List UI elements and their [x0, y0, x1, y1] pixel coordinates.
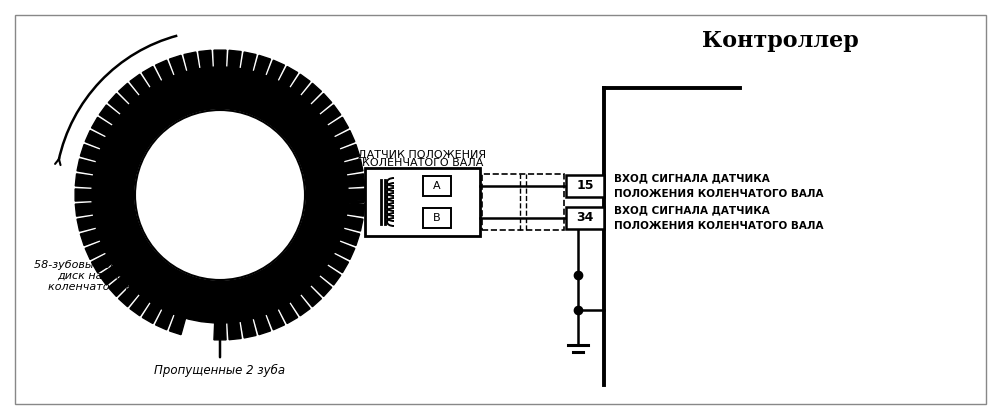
Polygon shape [155, 310, 173, 330]
Polygon shape [169, 55, 185, 75]
Polygon shape [340, 230, 359, 246]
Bar [365, 168, 480, 236]
Polygon shape [169, 315, 185, 335]
Polygon shape [80, 145, 100, 160]
Polygon shape [108, 93, 128, 114]
Polygon shape [130, 295, 149, 316]
Polygon shape [99, 266, 120, 285]
Polygon shape [142, 303, 161, 323]
Polygon shape [75, 203, 93, 216]
Polygon shape [346, 203, 364, 216]
Polygon shape [254, 315, 270, 335]
Circle shape [135, 110, 305, 280]
Polygon shape [279, 67, 297, 87]
Polygon shape [75, 189, 92, 201]
Polygon shape [267, 310, 284, 330]
Polygon shape [334, 242, 354, 259]
Polygon shape [291, 295, 310, 316]
Text: коленчатого вала: коленчатого вала [47, 282, 152, 292]
Polygon shape [334, 131, 354, 148]
Polygon shape [344, 216, 363, 231]
Polygon shape [199, 50, 212, 68]
Text: ДАТЧИК ПОЛОЖЕНИЯ: ДАТЧИК ПОЛОЖЕНИЯ [358, 150, 486, 160]
Polygon shape [99, 105, 120, 124]
Polygon shape [228, 50, 241, 68]
Polygon shape [77, 159, 96, 173]
Text: ПОЛОЖЕНИЯ КОЛЕНЧАТОГО ВАЛА: ПОЛОЖЕНИЯ КОЛЕНЧАТОГО ВАЛА [614, 221, 824, 231]
Polygon shape [311, 93, 331, 114]
Polygon shape [241, 319, 256, 338]
Polygon shape [267, 60, 284, 80]
Polygon shape [75, 174, 93, 187]
Polygon shape [348, 189, 365, 201]
Polygon shape [279, 303, 297, 323]
Bar [482, 174, 564, 230]
Text: ПОЛОЖЕНИЯ КОЛЕНЧАТОГО ВАЛА: ПОЛОЖЕНИЯ КОЛЕНЧАТОГО ВАЛА [614, 189, 824, 199]
Polygon shape [155, 60, 173, 80]
Polygon shape [118, 287, 138, 307]
Text: Контроллер: Контроллер [702, 30, 859, 52]
Polygon shape [301, 83, 321, 103]
Polygon shape [91, 254, 112, 273]
Text: 34: 34 [577, 212, 594, 225]
Polygon shape [320, 105, 340, 124]
Polygon shape [142, 67, 161, 87]
Polygon shape [328, 117, 348, 136]
Polygon shape [328, 254, 348, 273]
Text: диск на шкиве: диск на шкиве [57, 271, 143, 281]
Text: ВХОД СИГНАЛА ДАТЧИКА: ВХОД СИГНАЛА ДАТЧИКА [614, 205, 770, 215]
Circle shape [72, 47, 368, 343]
Text: 15: 15 [577, 179, 594, 192]
Polygon shape [254, 55, 270, 75]
Polygon shape [118, 83, 138, 103]
Text: Пропущенные 2 зуба: Пропущенные 2 зуба [154, 364, 285, 377]
Text: ВХОД СИГНАЛА ДАТЧИКА: ВХОД СИГНАЛА ДАТЧИКА [614, 173, 770, 183]
Polygon shape [340, 145, 359, 160]
Polygon shape [311, 277, 331, 297]
Text: A: A [433, 181, 440, 191]
Polygon shape [344, 159, 363, 173]
Polygon shape [85, 131, 105, 148]
Polygon shape [108, 277, 128, 297]
Bar [423, 176, 451, 196]
Polygon shape [77, 216, 96, 231]
Polygon shape [301, 287, 321, 307]
Polygon shape [214, 50, 226, 67]
Polygon shape [85, 242, 105, 259]
Text: 58-зубовый задающий: 58-зубовый задающий [34, 260, 166, 270]
Polygon shape [214, 323, 226, 340]
Bar [423, 208, 451, 228]
Bar [566, 175, 604, 197]
Circle shape [92, 67, 348, 323]
Polygon shape [91, 117, 112, 136]
Polygon shape [228, 322, 241, 340]
Polygon shape [346, 174, 364, 187]
Polygon shape [184, 52, 198, 71]
Polygon shape [241, 52, 256, 71]
Polygon shape [291, 74, 310, 95]
Polygon shape [320, 266, 340, 285]
Polygon shape [130, 74, 149, 95]
Polygon shape [80, 230, 100, 246]
Text: КОЛЕНЧАТОГО ВАЛА: КОЛЕНЧАТОГО ВАЛА [361, 158, 483, 168]
Text: B: B [433, 213, 440, 223]
Bar [566, 207, 604, 229]
